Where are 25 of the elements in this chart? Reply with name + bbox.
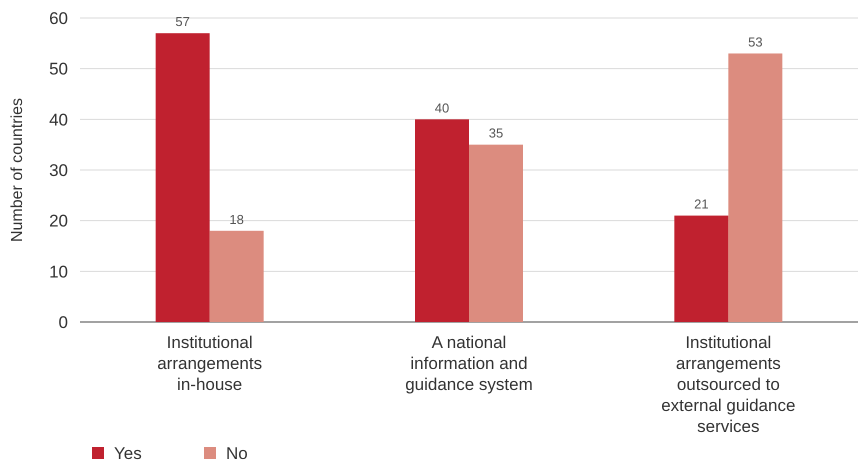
legend-label: No: [226, 444, 248, 463]
data-label: 40: [434, 100, 450, 116]
x-tick-label: Institutional arrangements in-house: [157, 333, 262, 394]
y-tick-label: 0: [58, 312, 68, 332]
data-label: 18: [229, 212, 244, 227]
bar: [210, 230, 264, 322]
data-label: 57: [175, 14, 190, 30]
bar: [415, 119, 469, 322]
y-tick-label: 40: [49, 110, 68, 130]
x-tick-label: Institutional arrangements outsourced to external guidance services: [661, 333, 796, 436]
data-label: 21: [694, 196, 709, 212]
y-axis-title: Number of countries: [9, 98, 26, 242]
bar: [728, 53, 782, 322]
y-tick-label: 10: [49, 262, 68, 282]
x-tick-label: A national information and guidance system: [405, 333, 533, 394]
legend-label: Yes: [114, 444, 142, 463]
data-label: 53: [748, 34, 763, 50]
bar: [674, 216, 728, 322]
y-tick-label: 30: [49, 160, 68, 180]
y-tick-label: 60: [49, 8, 68, 28]
bar: [469, 144, 523, 322]
bar: [156, 33, 210, 322]
data-label: 35: [488, 126, 504, 141]
y-tick-label: 50: [49, 60, 68, 79]
y-tick-label: 20: [49, 212, 68, 231]
